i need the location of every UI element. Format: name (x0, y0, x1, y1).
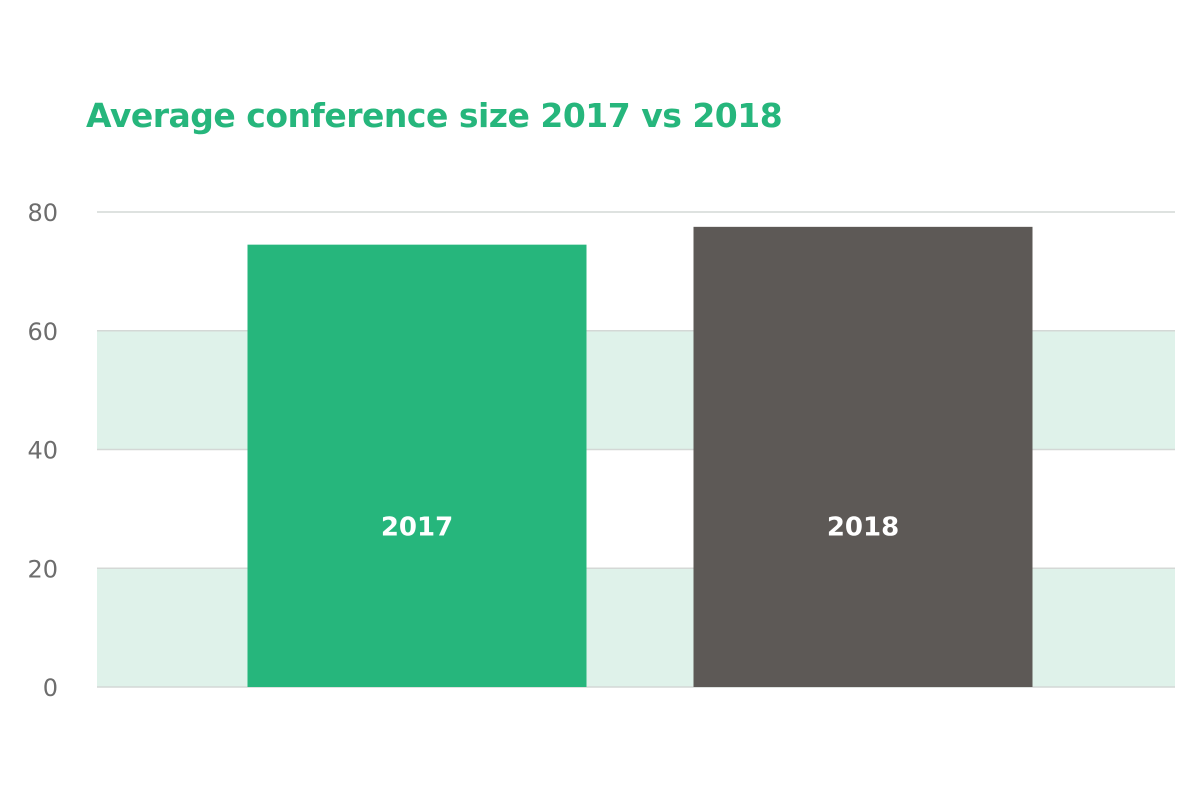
y-tick-label-20: 20 (27, 555, 58, 583)
y-axis-ticks: 0 20 40 60 80 (27, 199, 58, 702)
y-tick-label-80: 80 (27, 199, 58, 227)
bar-label-2017: 2017 (381, 513, 453, 543)
bar-label-2018: 2018 (827, 513, 899, 543)
y-tick-label-0: 0 (43, 674, 58, 702)
bar-2017 (247, 244, 587, 687)
y-tick-label-60: 60 (27, 318, 58, 346)
bar-labels: 2017 2018 (381, 513, 899, 543)
bars (247, 226, 1033, 687)
y-tick-label-40: 40 (27, 437, 58, 465)
chart-title: Average conference size 2017 vs 2018 (86, 96, 783, 135)
bar-2018 (693, 226, 1033, 687)
